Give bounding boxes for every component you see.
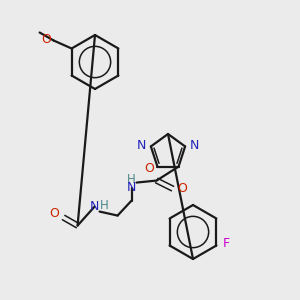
Text: N: N (90, 200, 99, 213)
Text: N: N (137, 139, 147, 152)
Text: O: O (178, 182, 188, 195)
Text: H: H (127, 173, 136, 186)
Text: O: O (42, 33, 52, 46)
Text: H: H (100, 199, 109, 212)
Text: O: O (50, 207, 59, 220)
Text: N: N (127, 181, 136, 194)
Text: O: O (145, 162, 154, 175)
Text: F: F (223, 237, 230, 250)
Text: N: N (189, 139, 199, 152)
